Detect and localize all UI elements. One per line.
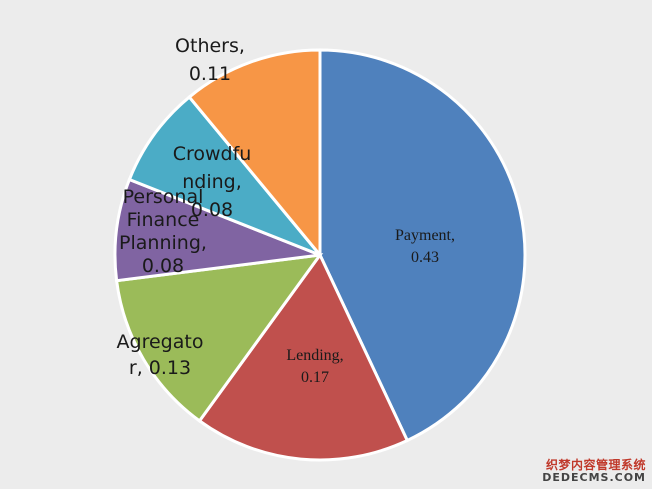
slice-label: Others, 0.11	[175, 35, 245, 85]
pie-slice	[113, 177, 321, 283]
pie-slice	[318, 48, 527, 443]
pie-slice	[197, 252, 410, 462]
pie-slice	[127, 94, 322, 257]
pie-slice	[187, 48, 322, 260]
slice-label-line: 0.11	[189, 63, 231, 85]
watermark: 织梦内容管理系统 DEDECMS.COM	[542, 457, 646, 485]
slice-label-line: r, 0.13	[129, 357, 191, 379]
slice-label: Lending, 0.17	[286, 347, 343, 386]
slice-label-line: Payment,	[395, 227, 455, 244]
slice-label-line: 0.43	[411, 249, 439, 266]
pie-slice	[114, 253, 324, 423]
watermark-english: DEDECMS.COM	[542, 471, 646, 485]
slice-label-line: 0.17	[301, 369, 329, 386]
slice-label-line: 0.08	[142, 255, 184, 277]
slice-label-line: Planning,	[119, 232, 207, 254]
slice-label: Personal Finance Planning, 0.08	[119, 186, 207, 277]
slice-label-line: nding,	[182, 171, 242, 193]
slice-label-line: Others,	[175, 35, 245, 57]
slice-label: Agregato r, 0.13	[117, 331, 204, 379]
slice-label: Crowdfu nding, 0.08	[173, 143, 252, 221]
slice-label-line: Lending,	[286, 347, 343, 364]
slice-label-line: 0.08	[191, 199, 233, 221]
slice-label-line: Crowdfu	[173, 143, 252, 165]
slice-label: Payment, 0.43	[395, 227, 455, 266]
slice-label-line: Finance	[127, 209, 200, 231]
watermark-chinese: 织梦内容管理系统	[545, 457, 646, 472]
slice-label-line: Agregato	[117, 331, 204, 353]
slice-label-line: Personal	[123, 186, 204, 208]
